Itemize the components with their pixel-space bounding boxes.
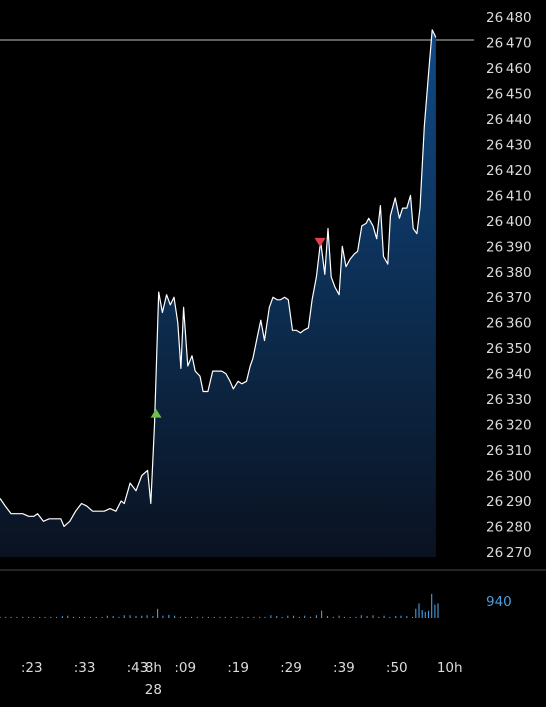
y-tick-label: 26 410 <box>486 188 532 204</box>
x-tick-label: 10h <box>437 660 463 676</box>
y-tick-label: 26 340 <box>486 367 532 383</box>
y-tick-label: 26 370 <box>486 290 532 306</box>
x-tick-label: :23 <box>21 660 43 676</box>
price-area-fill <box>0 29 436 558</box>
y-axis: 26 480 26 470 26 460 26 450 26 440 26 430 26 4… <box>486 10 532 561</box>
y-tick-label: 26 440 <box>486 112 532 128</box>
x-tick-label: 8h <box>145 660 162 676</box>
y-tick-label: 26 470 <box>486 36 532 52</box>
y-tick-label: 26 420 <box>486 163 532 179</box>
y-tick-label: 26 320 <box>486 418 532 434</box>
buy-marker[interactable] <box>150 408 162 418</box>
x-tick-label: :39 <box>333 660 355 676</box>
y-tick-label: 26 480 <box>486 10 532 26</box>
y-tick-label: 26 430 <box>486 137 532 153</box>
x-tick-label: :29 <box>280 660 302 676</box>
y-tick-label: 26 360 <box>486 316 532 332</box>
plot-area <box>0 29 474 558</box>
y-tick-label: 26 380 <box>486 265 532 281</box>
y-tick-label: 26 310 <box>486 443 532 459</box>
x-tick-label: :19 <box>227 660 249 676</box>
volume-panel: 940 <box>0 569 546 618</box>
price-line <box>0 29 437 527</box>
y-tick-label: 26 290 <box>486 494 532 510</box>
x-tick-sublabel: 28 <box>145 682 162 698</box>
volume-max-label: 940 <box>486 594 512 610</box>
x-tick-label: :50 <box>386 660 408 676</box>
y-tick-label: 26 400 <box>486 214 532 230</box>
y-tick-label: 26 450 <box>486 87 532 103</box>
y-tick-label: 26 350 <box>486 341 532 357</box>
x-tick-label: :43 <box>127 660 149 676</box>
sell-marker[interactable] <box>314 237 326 247</box>
y-tick-label: 26 390 <box>486 239 532 255</box>
y-tick-label: 26 330 <box>486 392 532 408</box>
y-tick-label: 26 270 <box>486 545 532 561</box>
y-tick-label: 26 280 <box>486 519 532 535</box>
x-tick-label: :33 <box>74 660 96 676</box>
y-tick-label: 26 460 <box>486 61 532 77</box>
y-tick-label: 26 300 <box>486 469 532 485</box>
x-tick-label: :09 <box>174 660 196 676</box>
